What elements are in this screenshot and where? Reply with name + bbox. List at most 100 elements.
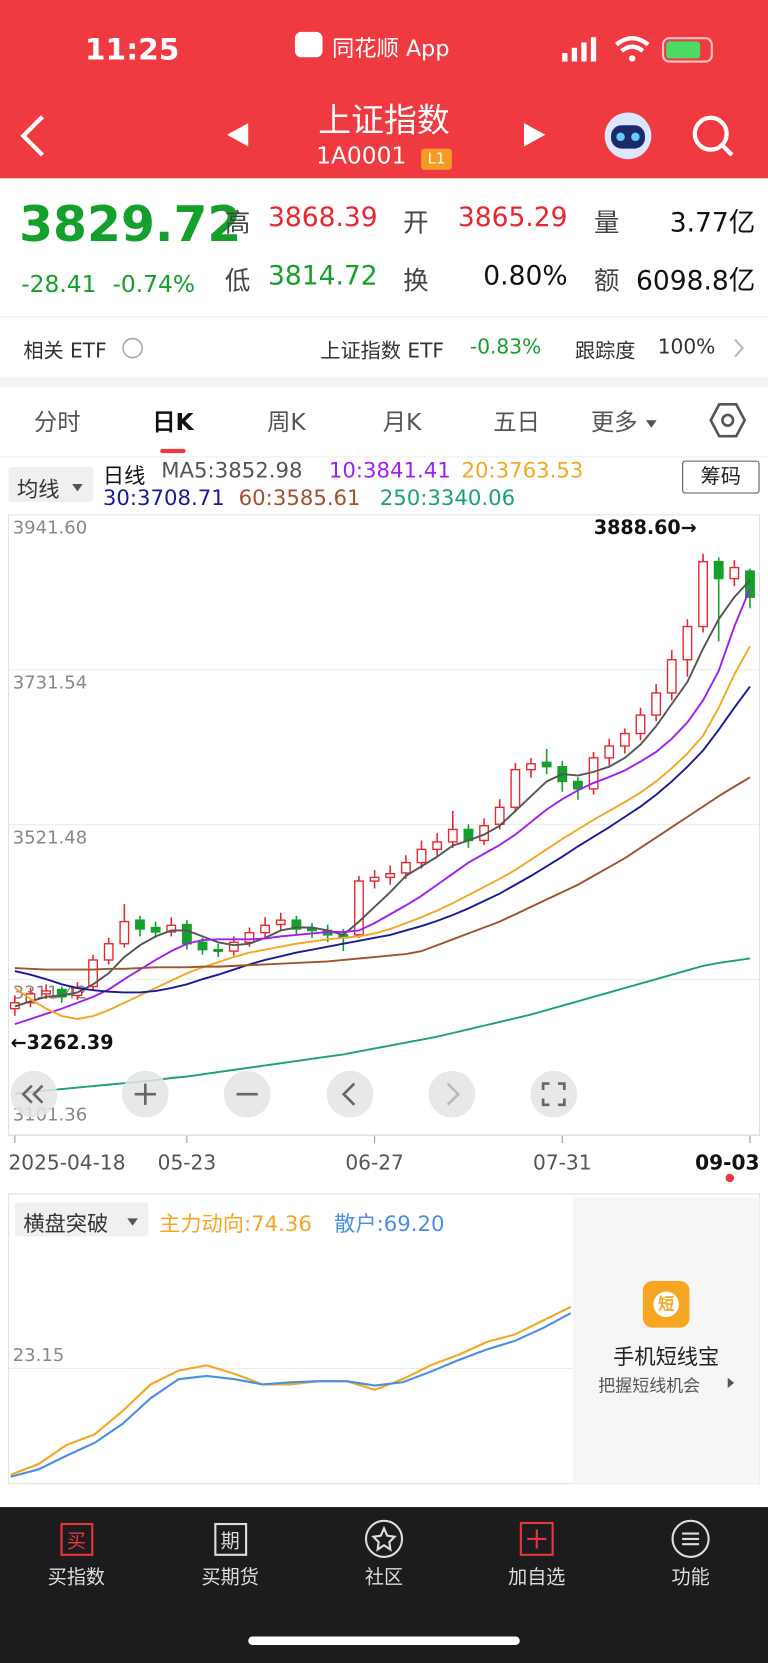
candle-body: [651, 692, 662, 716]
ma-selector-label[interactable]: 均线: [16, 476, 60, 502]
candle-body: [729, 566, 740, 580]
candle-body: [541, 761, 552, 768]
chips-button[interactable]: 筹码: [682, 460, 760, 494]
tab[interactable]: 周K: [267, 409, 306, 437]
ad-title: 手机短线宝: [613, 1343, 720, 1370]
ad-icon-text: 短: [658, 1294, 675, 1314]
etf-arrow[interactable]: [732, 335, 747, 360]
tab[interactable]: 更多: [571, 403, 677, 437]
indicator-selector[interactable]: [14, 1202, 149, 1237]
candle-body: [666, 659, 677, 694]
nav-item[interactable]: 社区: [364, 1566, 404, 1589]
header-level: L1: [427, 150, 446, 168]
tab[interactable]: 分时: [33, 409, 81, 437]
candle-body: [166, 924, 177, 933]
nav-icon-frame: [214, 1522, 248, 1556]
level-badge: [421, 148, 452, 170]
app-icon: [294, 31, 323, 58]
extreme-label: ←3262.39: [11, 1031, 114, 1054]
divider: [0, 456, 768, 458]
track-value: 100%: [657, 335, 716, 359]
y-tick-label: 3731.54: [13, 672, 87, 693]
quote-field-value: 3865.29: [457, 201, 568, 233]
ma-legend-entry: 30:3708.71: [102, 485, 225, 511]
nav-item[interactable]: 买指数: [47, 1566, 106, 1589]
ad-panel[interactable]: [572, 1197, 760, 1484]
nav-item[interactable]: 功能: [671, 1566, 710, 1589]
quote-field-label: 开: [403, 208, 429, 238]
nav-item[interactable]: 加自选: [508, 1566, 566, 1589]
indicator-legend-entry: 主力动向:74.36: [159, 1210, 312, 1237]
price-change: -28.41: [21, 271, 97, 299]
candle-body: [635, 714, 646, 735]
candle-body: [698, 560, 708, 628]
x-tick-label: 07-31: [533, 1151, 592, 1175]
header-code: 1A0001: [316, 143, 407, 170]
tab[interactable]: 五日: [493, 409, 540, 437]
candle-body: [181, 923, 192, 945]
candle-body: [119, 920, 130, 945]
candle-body: [526, 763, 536, 771]
period-label: 日线: [102, 462, 146, 489]
battery: [661, 37, 713, 63]
etf-name[interactable]: 上证指数 ETF: [320, 339, 445, 363]
quote-field-label: 换: [403, 266, 429, 297]
x-tick-label: 09-03: [695, 1151, 759, 1175]
search-button[interactable]: [692, 115, 734, 157]
quote-field-value: 0.80%: [483, 260, 568, 291]
x-tick-label: 06-27: [345, 1151, 404, 1175]
help-icon[interactable]: [121, 336, 144, 359]
ad-icon-inner: [653, 1291, 679, 1318]
ma-line: [14, 588, 751, 1026]
candle-body: [244, 931, 255, 943]
ma-line: [14, 685, 751, 994]
candle-body: [604, 745, 615, 759]
nav-item[interactable]: 买期货: [201, 1566, 259, 1589]
toolbar-icons: [21, 1082, 566, 1107]
indicator-arrow: [119, 1211, 138, 1231]
prev-button[interactable]: [227, 123, 249, 147]
candle-body: [307, 928, 317, 932]
y-tick-label: 3941.60: [13, 518, 87, 539]
step-right-button[interactable]: [428, 1070, 476, 1118]
indicator-label[interactable]: 横盘突破: [23, 1210, 109, 1237]
candle-body: [369, 876, 380, 882]
x-tick-label: 2025-04-18: [8, 1151, 125, 1175]
header-icons: [20, 31, 734, 170]
nav-icons: [60, 1519, 710, 1646]
candle-body: [213, 948, 224, 952]
y-tick-label: 23.15: [13, 1345, 65, 1366]
header-title: 上证指数: [318, 101, 450, 141]
quote-field-value: 3868.39: [267, 201, 378, 233]
fullscreen-button[interactable]: [530, 1070, 578, 1118]
step-left-button[interactable]: [326, 1070, 374, 1118]
ad-subtitle: 把握短线机会: [598, 1375, 701, 1396]
wifi: [615, 36, 650, 53]
back-button[interactable]: [20, 115, 44, 157]
candle-body: [510, 768, 521, 808]
nav-icon-frame: [60, 1522, 94, 1556]
ad-arrow: [727, 1377, 735, 1389]
ma-legend-entry: 20:3763.53: [461, 457, 584, 483]
candle-body: [56, 988, 67, 998]
ma-line: [14, 645, 751, 1020]
robot-button[interactable]: [604, 112, 652, 160]
nav-icon-text: 买: [66, 1530, 86, 1553]
tab[interactable]: 月K: [382, 409, 422, 437]
quote-field-label: 低: [224, 266, 251, 297]
candle-body: [713, 560, 724, 580]
status-time: 11:25: [84, 31, 180, 67]
candles: [9, 553, 755, 1016]
next-button[interactable]: [524, 123, 546, 147]
quote-field-label: 量: [594, 208, 620, 238]
candle-body: [447, 828, 458, 843]
etf-change: -0.83%: [469, 335, 542, 359]
tab[interactable]: 日K: [152, 409, 194, 437]
indicator-line: [10, 1312, 572, 1478]
quote-field-value: 3814.72: [267, 260, 378, 291]
candle-body: [619, 732, 630, 747]
settings-button[interactable]: [709, 401, 747, 439]
quote-field-value: 3.77亿: [669, 206, 756, 238]
signal: [562, 37, 597, 62]
ma-legend-entry: MA5:3852.98: [161, 457, 303, 483]
